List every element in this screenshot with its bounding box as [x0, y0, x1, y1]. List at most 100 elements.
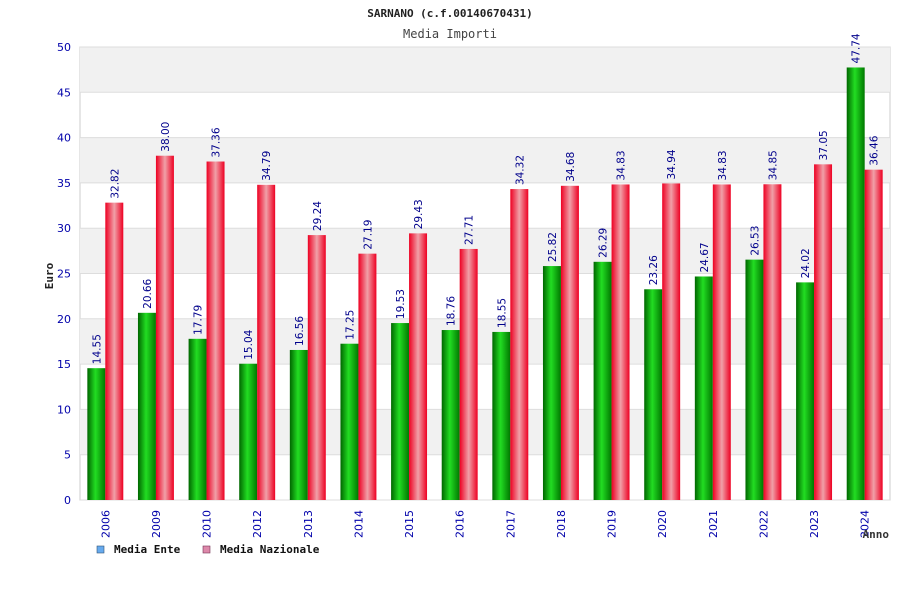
bar-value-label: 34.83	[717, 150, 729, 180]
bar-value-label: 34.32	[514, 155, 526, 185]
bar	[358, 253, 377, 500]
bar	[611, 184, 630, 501]
x-tick-label: 2009	[150, 510, 163, 538]
bar	[307, 235, 326, 500]
bar	[340, 343, 359, 500]
bar	[814, 164, 833, 500]
bar-value-label: 24.02	[800, 248, 812, 278]
x-axis-ticks: 2006 2009 2010 2012 2013 2014 2015 2016 2017 2018…	[99, 510, 871, 538]
x-tick-label: 2020	[656, 510, 669, 538]
bar	[542, 266, 561, 500]
bar-value-label: 15.04	[243, 329, 255, 359]
bar-value-label: 32.82	[109, 169, 121, 199]
bar	[409, 233, 428, 500]
bar-value-label: 29.43	[413, 199, 425, 229]
bar	[289, 349, 308, 500]
y-tick-label: 15	[57, 358, 71, 371]
y-tick-label: 50	[57, 41, 71, 54]
x-tick-label: 2015	[403, 510, 416, 538]
bar-value-label: 17.79	[193, 305, 205, 335]
x-tick-label: 2021	[707, 510, 720, 538]
bar	[864, 169, 883, 500]
bar-value-label: 27.71	[464, 215, 476, 245]
legend-label-media-nazionale: Media Nazionale	[220, 543, 320, 556]
x-tick-label: 2016	[454, 510, 467, 538]
bar-value-label: 34.94	[666, 149, 678, 179]
x-tick-label: 2006	[99, 510, 112, 538]
bar	[694, 276, 713, 500]
bar-value-label: 16.56	[294, 316, 306, 346]
x-tick-label: 2018	[555, 510, 568, 538]
bar-value-label: 18.55	[496, 298, 508, 328]
chart-subtitle: Media Importi	[403, 27, 497, 41]
bars: 14.55 32.82 20.66 38.00 17.79 37.36 15.04 34.79…	[87, 33, 883, 501]
bar	[459, 248, 478, 500]
bar-value-label: 26.29	[598, 228, 610, 258]
bar-value-label: 23.26	[648, 255, 660, 285]
bar-value-label: 34.83	[616, 150, 628, 180]
bar	[105, 202, 124, 500]
bar-value-label: 20.66	[142, 278, 154, 308]
bar	[441, 330, 460, 500]
x-tick-label: 2023	[808, 510, 821, 538]
y-tick-label: 25	[57, 268, 71, 281]
bar-value-label: 34.68	[565, 152, 577, 182]
bar-value-label: 29.24	[312, 201, 324, 231]
bar-value-label: 17.25	[344, 310, 356, 340]
bar	[662, 183, 681, 500]
bar	[745, 259, 764, 500]
legend: Media Ente Media Nazionale	[96, 543, 320, 556]
bar-value-label: 24.67	[699, 242, 711, 272]
y-tick-label: 5	[64, 449, 71, 462]
bar-value-label: 38.00	[160, 122, 172, 152]
bar	[87, 368, 106, 500]
bar	[510, 189, 529, 501]
bar-value-label: 34.85	[767, 150, 779, 180]
bar-value-label: 19.53	[395, 289, 407, 319]
bar	[155, 155, 174, 500]
x-tick-label: 2012	[251, 510, 264, 538]
bar	[593, 261, 612, 500]
y-tick-label: 45	[57, 86, 71, 99]
legend-label-media-ente: Media Ente	[114, 543, 181, 556]
x-tick-label: 2024	[859, 510, 872, 538]
bar-value-label: 34.79	[261, 151, 273, 181]
bar-value-label: 26.53	[749, 226, 761, 256]
x-tick-label: 2017	[504, 510, 517, 538]
x-tick-label: 2010	[201, 510, 214, 538]
y-tick-label: 40	[57, 132, 71, 145]
bar-value-label: 18.76	[446, 296, 458, 326]
bar	[763, 184, 782, 500]
bar-value-label: 27.19	[362, 220, 374, 250]
bar	[846, 67, 865, 501]
bar	[391, 323, 410, 500]
bar	[239, 363, 258, 500]
x-axis-label: Anno	[863, 528, 890, 541]
bar	[188, 338, 207, 500]
x-tick-label: 2019	[606, 510, 619, 538]
bar-value-label: 37.36	[211, 127, 223, 157]
y-tick-label: 35	[57, 177, 71, 190]
bar	[206, 161, 225, 500]
y-tick-label: 0	[64, 494, 71, 507]
y-tick-label: 20	[57, 313, 71, 326]
chart-title: SARNANO (c.f.00140670431)	[367, 7, 533, 20]
grid-band	[80, 47, 890, 93]
x-tick-label: 2013	[302, 510, 315, 538]
bar	[712, 184, 731, 501]
bar	[492, 331, 511, 500]
bar-value-label: 14.55	[91, 334, 103, 364]
bar	[560, 185, 579, 500]
legend-swatch-media-nazionale	[202, 545, 211, 554]
bar-value-label: 36.46	[869, 135, 881, 165]
bar	[644, 289, 663, 500]
bar	[796, 282, 815, 500]
y-tick-label: 10	[57, 403, 71, 416]
y-axis-label: Euro	[43, 262, 56, 289]
y-tick-label: 30	[57, 222, 71, 235]
bar-value-label: 37.05	[818, 130, 830, 160]
bar-value-label: 47.74	[851, 33, 863, 63]
y-axis-ticks: 0 5 10 15 20 25 30 35 40 45 50	[57, 41, 71, 507]
legend-swatch-media-ente	[96, 545, 105, 554]
